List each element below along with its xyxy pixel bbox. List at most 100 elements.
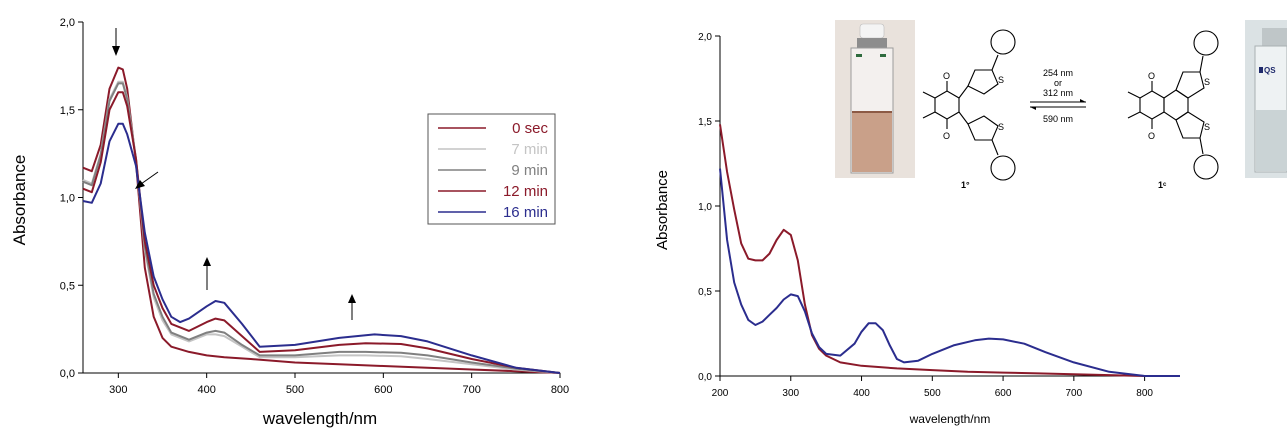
left-series-line-1 <box>82 80 561 374</box>
vial-open-label-mark <box>856 54 862 57</box>
left-x-tick-label: 400 <box>197 384 215 396</box>
central-ring-closed <box>1163 89 1189 121</box>
vial-closed-photo: QS <box>1245 20 1287 178</box>
forward-arrow-head <box>1080 99 1086 102</box>
right-x-ticks: 200 300 400 500 600 700 800 <box>712 376 1153 399</box>
arrow-downleft-330-head <box>135 180 145 189</box>
compound-closed-label: 1ᶜ <box>1158 180 1167 190</box>
vial-open-label-mark-2 <box>880 54 886 57</box>
molecule-open <box>922 29 1016 181</box>
reaction-arrows: 254 nm or 312 nm 590 nm <box>1030 68 1086 124</box>
quinone-ring-closed <box>1139 90 1165 120</box>
phenyl-link-top-open <box>991 54 999 71</box>
methoxy-1-open <box>922 91 936 99</box>
vis-label-590: 590 nm <box>1043 114 1073 124</box>
link-top-open <box>958 85 969 99</box>
molecule-closed <box>1127 30 1219 180</box>
quinone-ring-open <box>934 90 960 120</box>
left-annotations <box>112 28 356 320</box>
right-series-group <box>719 124 1180 377</box>
legend-label: 0 sec <box>512 120 548 137</box>
left-y-tick-label: 2,0 <box>60 17 75 29</box>
arrow-down-300-head <box>112 46 120 56</box>
right-y-tick-label: 1,5 <box>698 117 712 128</box>
link-bottom-open <box>958 111 969 125</box>
glyph-s-bottom-open: S <box>998 122 1004 132</box>
methoxy-2-open <box>922 111 936 119</box>
right-x-tick-label: 500 <box>924 388 941 399</box>
left-x-tick-label: 700 <box>462 384 480 396</box>
left-series-group <box>82 66 561 374</box>
right-y-ticks: 0,0 0,5 1,0 1,5 2,0 <box>698 32 720 383</box>
glyph-s-bottom-closed: S <box>1204 122 1210 132</box>
legend-box <box>427 113 556 225</box>
left-x-tick-label: 800 <box>551 384 569 396</box>
left-series-line-0 <box>82 66 561 374</box>
thiophene-top-open <box>967 69 999 95</box>
glyph-s-top-open: S <box>998 75 1004 85</box>
right-x-axis-label: wavelength/nm <box>909 412 991 426</box>
phenyl-link-top-closed <box>1199 55 1204 73</box>
legend-label: 7 min <box>511 141 548 158</box>
thiophene-bottom-closed <box>1175 111 1205 139</box>
vial-closed-label-mark <box>1259 67 1263 73</box>
thiophene-bottom-open <box>967 115 999 141</box>
phenyl-bottom-open <box>990 155 1016 181</box>
left-legend: 0 sec 7 min 9 min 12 min 16 min <box>427 113 556 225</box>
compound-open-label: 1° <box>961 180 970 190</box>
legend-items: 0 sec 7 min 9 min 12 min 16 min <box>438 120 548 221</box>
vial-open-photo <box>835 20 915 178</box>
left-y-tick-label: 0,5 <box>60 280 75 292</box>
uv-label-254: 254 nm <box>1043 68 1073 78</box>
methoxy-1-closed <box>1127 91 1141 99</box>
right-x-tick-label: 800 <box>1136 388 1153 399</box>
left-y-ticks: 0,0 0,5 1,0 1,5 2,0 <box>60 17 83 380</box>
right-series-line-0 <box>719 124 1180 377</box>
left-series-line-2 <box>82 82 561 374</box>
uv-label-or: or <box>1054 78 1062 88</box>
right-x-tick-label: 700 <box>1066 388 1083 399</box>
left-y-tick-label: 1,0 <box>60 193 75 205</box>
glyph-o-top-closed: O <box>1148 71 1155 81</box>
right-y-tick-label: 0,0 <box>698 372 712 383</box>
glyph-o-bottom-closed: O <box>1148 131 1155 141</box>
glyph-o-bottom-open: O <box>943 131 950 141</box>
vial-closed-liquid <box>1256 110 1287 171</box>
phenyl-link-bottom-open <box>991 139 999 156</box>
vial-open-cap <box>859 23 885 39</box>
right-y-tick-label: 0,5 <box>698 287 712 298</box>
legend-label: 9 min <box>511 162 548 179</box>
left-x-axis-label: wavelength/nm <box>262 409 377 428</box>
arrow-up-410-head <box>203 257 211 266</box>
right-x-tick-label: 300 <box>782 388 799 399</box>
right-x-tick-label: 600 <box>995 388 1012 399</box>
phenyl-bottom-closed <box>1193 154 1219 180</box>
glyph-s-top-closed: S <box>1204 77 1210 87</box>
left-y-tick-label: 1,5 <box>60 105 75 117</box>
phenyl-link-bottom-closed <box>1199 137 1204 155</box>
thiophene-top-closed <box>1175 71 1205 99</box>
legend-label: 12 min <box>503 183 548 200</box>
glyph-o-top-open: O <box>943 71 950 81</box>
reverse-arrow-head <box>1030 107 1036 110</box>
phenyl-top-open <box>990 29 1016 55</box>
right-y-axis-label: Absorbance <box>654 170 671 250</box>
vial-closed-label: QS <box>1264 66 1276 75</box>
vial-open-neck <box>857 38 887 48</box>
right-y-tick-label: 1,0 <box>698 202 712 213</box>
left-x-tick-label: 300 <box>109 384 127 396</box>
arrow-up-590-head <box>348 294 356 303</box>
uv-label-312: 312 nm <box>1043 88 1073 98</box>
left-series-line-3 <box>82 91 561 374</box>
left-series-line-4 <box>82 122 561 374</box>
right-series-line-1 <box>719 168 1180 377</box>
right-y-tick-label: 2,0 <box>698 32 712 43</box>
phenyl-top-closed <box>1193 30 1219 56</box>
methoxy-2-closed <box>1127 111 1141 119</box>
left-x-tick-label: 600 <box>374 384 392 396</box>
right-x-tick-label: 200 <box>712 388 729 399</box>
left-y-tick-label: 0,0 <box>60 368 75 380</box>
vial-closed-neck <box>1262 28 1287 46</box>
chart-right: 0,0 0,5 1,0 1,5 2,0 200 300 400 500 600 700 800 Ab… <box>654 20 1287 426</box>
